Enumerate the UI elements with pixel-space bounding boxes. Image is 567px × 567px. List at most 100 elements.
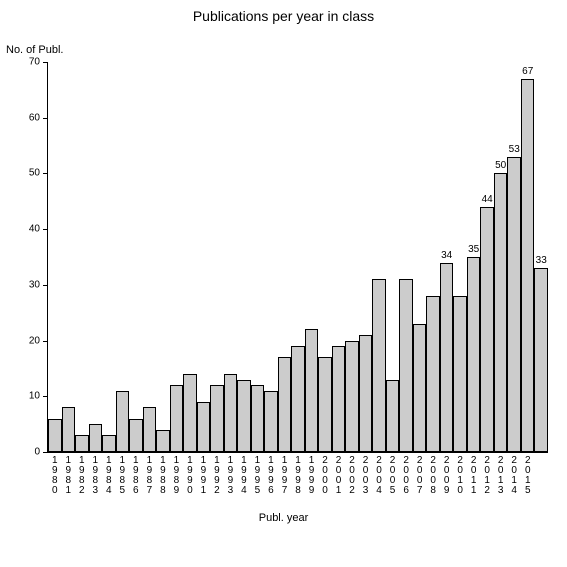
bar-value-label: 34 xyxy=(441,250,452,261)
x-axis-label: Publ. year xyxy=(0,512,567,524)
xtick-label: 1 9 9 8 xyxy=(291,456,305,496)
bar xyxy=(62,407,76,452)
xtick-label: 2 0 1 3 xyxy=(494,456,508,496)
xtick-label: 2 0 1 0 xyxy=(453,456,467,496)
xtick-label: 1 9 8 6 xyxy=(129,456,143,496)
bar xyxy=(345,341,359,452)
xtick-label: 1 9 8 5 xyxy=(116,456,130,496)
bar xyxy=(467,257,481,452)
bar-value-label: 67 xyxy=(522,66,533,77)
bar xyxy=(426,296,440,452)
xtick-label: 1 9 9 7 xyxy=(278,456,292,496)
xtick-label: 1 9 8 4 xyxy=(102,456,116,496)
bar xyxy=(183,374,197,452)
bar-value-label: 50 xyxy=(495,160,506,171)
bar xyxy=(197,402,211,452)
xtick-label: 2 0 0 7 xyxy=(413,456,427,496)
ytick-label: 10 xyxy=(29,391,40,402)
ytick xyxy=(43,396,48,397)
bar xyxy=(372,279,386,452)
xtick-label: 2 0 1 5 xyxy=(521,456,535,496)
bar-value-label: 33 xyxy=(536,255,547,266)
bar xyxy=(359,335,373,452)
bar xyxy=(102,435,116,452)
ytick-label: 60 xyxy=(29,112,40,123)
xtick-label: 1 9 8 0 xyxy=(48,456,62,496)
bar xyxy=(48,419,62,452)
xtick-label: 2 0 0 2 xyxy=(345,456,359,496)
xtick-label: 1 9 9 3 xyxy=(224,456,238,496)
bar xyxy=(278,357,292,452)
xtick-label: 2 0 1 4 xyxy=(507,456,521,496)
chart-title: Publications per year in class xyxy=(0,8,567,24)
xtick-label: 1 9 8 8 xyxy=(156,456,170,496)
bar xyxy=(129,419,143,452)
xtick-label: 1 9 8 1 xyxy=(62,456,76,496)
xtick-label: 2 0 0 6 xyxy=(399,456,413,496)
bar xyxy=(453,296,467,452)
xtick-label: 1 9 8 9 xyxy=(170,456,184,496)
xtick-label: 1 9 9 6 xyxy=(264,456,278,496)
bar-value-label: 44 xyxy=(482,194,493,205)
xtick-label: 2 0 0 4 xyxy=(372,456,386,496)
bar xyxy=(210,385,224,452)
xtick-label: 2 0 1 1 xyxy=(467,456,481,496)
bar xyxy=(75,435,89,452)
xtick-label: 1 9 9 0 xyxy=(183,456,197,496)
bar xyxy=(264,391,278,452)
ytick xyxy=(43,118,48,119)
bar xyxy=(251,385,265,452)
ytick xyxy=(43,285,48,286)
ytick xyxy=(43,452,48,453)
xtick-label: 1 9 9 5 xyxy=(251,456,265,496)
bar xyxy=(534,268,548,452)
bar xyxy=(224,374,238,452)
xtick-label: 1 9 9 4 xyxy=(237,456,251,496)
bar xyxy=(507,157,521,452)
bar xyxy=(156,430,170,452)
xtick-label: 2 0 0 9 xyxy=(440,456,454,496)
bar xyxy=(332,346,346,452)
bar xyxy=(170,385,184,452)
bar xyxy=(494,173,508,452)
bar xyxy=(291,346,305,452)
bar xyxy=(521,79,535,452)
bar xyxy=(480,207,494,452)
xtick-label: 2 0 1 2 xyxy=(480,456,494,496)
xtick-label: 1 9 8 2 xyxy=(75,456,89,496)
xtick-label: 2 0 0 0 xyxy=(318,456,332,496)
bar xyxy=(440,263,454,452)
ytick-label: 50 xyxy=(29,168,40,179)
xtick-label: 2 0 0 5 xyxy=(386,456,400,496)
xtick-label: 1 9 9 1 xyxy=(197,456,211,496)
xtick-label: 2 0 0 8 xyxy=(426,456,440,496)
plot-area: 0102030405060701 9 8 01 9 8 11 9 8 21 9 … xyxy=(47,62,548,453)
bar xyxy=(318,357,332,452)
y-axis-label: No. of Publ. xyxy=(6,44,63,56)
bar xyxy=(305,329,319,452)
bar-value-label: 35 xyxy=(468,244,479,255)
ytick-label: 20 xyxy=(29,335,40,346)
xtick-label: 1 9 8 3 xyxy=(89,456,103,496)
ytick xyxy=(43,62,48,63)
xtick-label: 1 9 9 2 xyxy=(210,456,224,496)
ytick-label: 40 xyxy=(29,224,40,235)
bar xyxy=(116,391,130,452)
bar xyxy=(386,380,400,452)
bar xyxy=(143,407,157,452)
xtick-label: 1 9 8 7 xyxy=(143,456,157,496)
ytick-label: 70 xyxy=(29,57,40,68)
ytick-label: 30 xyxy=(29,279,40,290)
xtick-label: 2 0 0 3 xyxy=(359,456,373,496)
bar xyxy=(89,424,103,452)
xtick-label: 2 0 0 1 xyxy=(332,456,346,496)
bar xyxy=(237,380,251,452)
xtick-label: 1 9 9 9 xyxy=(305,456,319,496)
ytick xyxy=(43,341,48,342)
ytick-label: 0 xyxy=(34,447,40,458)
bar xyxy=(399,279,413,452)
bar xyxy=(413,324,427,452)
ytick xyxy=(43,229,48,230)
bar-value-label: 53 xyxy=(509,144,520,155)
ytick xyxy=(43,173,48,174)
